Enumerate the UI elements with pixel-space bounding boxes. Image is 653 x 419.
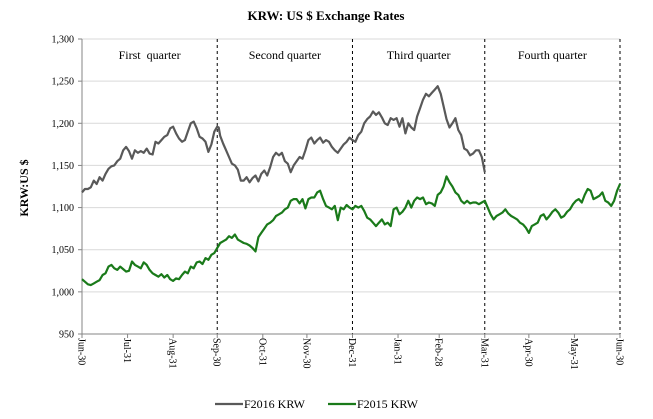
quarter-label: Fourth quarter — [518, 48, 587, 62]
quarter-label: First quarter — [119, 48, 181, 62]
y-axis-ticks: 950 1,000 1,050 1,100 1,150 1,200 1,250 1,300 — [52, 35, 82, 341]
chart-title: KRW: US $ Exchange Rates — [248, 8, 405, 23]
x-tick-label: Feb-28 — [433, 338, 444, 366]
y-tick-label: 1,150 — [52, 161, 75, 172]
quarter-dividers — [216, 39, 621, 334]
x-tick-label: Oct-31 — [256, 338, 267, 366]
legend-label: F2015 KRW — [357, 397, 419, 411]
x-tick-label: May-31 — [568, 338, 579, 370]
x-tick-label: Sep-30 — [211, 338, 222, 366]
axes — [81, 39, 620, 335]
quarter-label: Third quarter — [387, 48, 451, 62]
y-tick-label: 1,050 — [52, 245, 75, 256]
y-tick-label: 1,100 — [52, 203, 75, 214]
quarter-labels: First quarter Second quarter Third quarter… — [119, 48, 587, 62]
y-tick-label: 1,000 — [52, 287, 75, 298]
x-tick-label: Dec-31 — [346, 338, 357, 367]
x-tick-label: Jul-31 — [121, 338, 132, 363]
y-tick-label: 1,200 — [52, 119, 75, 130]
y-axis-label: KRW:US $ — [17, 159, 31, 216]
x-tick-label: Jan-31 — [392, 338, 403, 365]
series-line-f2015-krw — [81, 175, 622, 287]
x-tick-label: Jun-30 — [76, 338, 87, 365]
y-tick-label: 1,250 — [52, 77, 75, 88]
x-tick-label: Jun-30 — [614, 338, 625, 365]
x-axis-ticks: Jun-30 Jul-31 Aug-31 Sep-30 Oct-31 Nov-30 Dec-… — [76, 334, 625, 370]
quarter-label: Second quarter — [249, 48, 321, 62]
x-tick-label: Nov-30 — [300, 338, 311, 369]
legend-label: F2016 KRW — [244, 397, 306, 411]
x-tick-label: Apr-30 — [522, 338, 533, 367]
x-tick-label: Aug-31 — [167, 338, 178, 369]
legend: F2016 KRW F2015 KRW — [215, 397, 419, 411]
series-line-f2016-krw — [81, 85, 486, 194]
y-tick-label: 1,300 — [52, 35, 75, 46]
series-lines — [81, 85, 622, 287]
y-tick-label: 950 — [59, 330, 74, 341]
x-tick-label: Mar-31 — [478, 338, 489, 368]
gridlines — [82, 38, 620, 293]
